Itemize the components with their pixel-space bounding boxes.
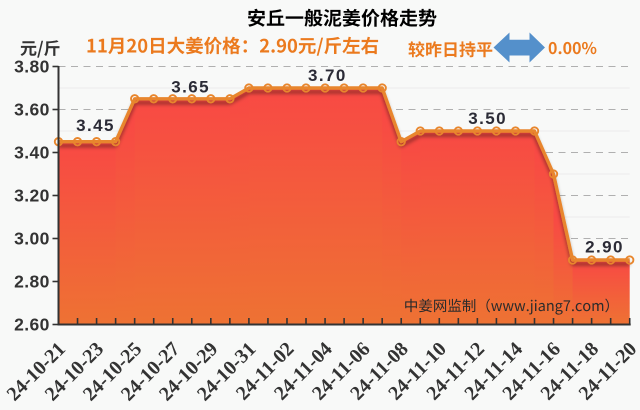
svg-text:2.80: 2.80: [14, 272, 50, 292]
svg-text:3.80: 3.80: [14, 57, 50, 77]
svg-text:3.70: 3.70: [308, 66, 347, 85]
svg-text:3.20: 3.20: [14, 186, 50, 206]
svg-text:3.65: 3.65: [171, 77, 210, 96]
svg-text:3.00: 3.00: [14, 229, 50, 249]
svg-text:3.40: 3.40: [14, 143, 50, 163]
svg-text:2.90: 2.90: [585, 238, 624, 257]
svg-text:3.45: 3.45: [76, 116, 115, 135]
svg-text:3.50: 3.50: [468, 109, 507, 128]
svg-text:3.60: 3.60: [14, 100, 50, 120]
svg-text:2.60: 2.60: [14, 315, 50, 335]
